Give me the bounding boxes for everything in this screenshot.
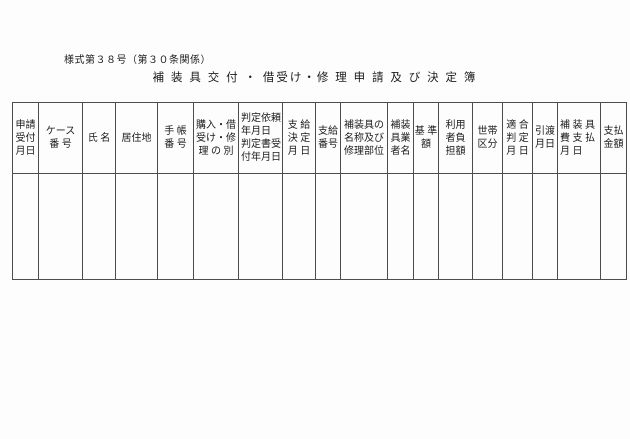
column-header: 氏 名	[82, 102, 116, 174]
column-header: 支 給 決 定 月 日	[282, 102, 316, 174]
column-header: 支給 番号	[315, 102, 341, 174]
empty-cell	[600, 173, 627, 280]
header-row: 申請 受付 月日 ケース 番 号氏 名居住地手 帳 番 号購入・借 受け・修 理 …	[12, 102, 627, 174]
column-header: 判定依頼 年月日 判定書受 付年月日	[238, 102, 283, 174]
empty-cell	[502, 173, 533, 280]
column-header: 補装 具業 者名	[387, 102, 414, 174]
column-header: 購入・借 受け・修 理 の 別	[193, 102, 239, 174]
column-header: 補装具の 名称及び 修理部位	[340, 102, 388, 174]
column-header: ケース 番 号	[38, 102, 83, 174]
empty-cell	[38, 173, 83, 280]
empty-cell	[340, 173, 388, 280]
column-header: 引渡 月日	[532, 102, 558, 174]
empty-cell	[193, 173, 239, 280]
empty-cell	[238, 173, 283, 280]
column-header: 手 帳 番 号	[157, 102, 194, 174]
empty-cell	[315, 173, 341, 280]
empty-cell	[157, 173, 194, 280]
empty-cell	[438, 173, 473, 280]
empty-cell	[532, 173, 558, 280]
empty-cell	[115, 173, 158, 280]
column-header: 適 合 判 定 月 日	[502, 102, 533, 174]
empty-cell	[557, 173, 601, 280]
table-body	[12, 173, 627, 280]
register-table: 申請 受付 月日 ケース 番 号氏 名居住地手 帳 番 号購入・借 受け・修 理 …	[12, 102, 627, 280]
column-header: 申請 受付 月日	[12, 102, 39, 174]
column-header: 世帯 区分	[472, 102, 503, 174]
empty-cell	[413, 173, 439, 280]
empty-cell	[282, 173, 316, 280]
empty-cell	[387, 173, 414, 280]
form-number-label: 様式第３８号（第３０条関係）	[64, 55, 211, 66]
empty-cell	[472, 173, 503, 280]
empty-cell	[82, 173, 116, 280]
form-title: 補 装 具 交 付 ・ 借受け・修 理 申 請 及 び 決 定 簿	[152, 72, 478, 84]
empty-cell	[12, 173, 39, 280]
empty-data-row	[12, 173, 627, 280]
column-header: 補 装 具 費 支 払 月 日	[557, 102, 601, 174]
column-header: 利用 者負 担額	[438, 102, 473, 174]
column-header: 支払 金額	[600, 102, 627, 174]
column-header: 居住地	[115, 102, 158, 174]
column-header: 基 準 額	[413, 102, 439, 174]
